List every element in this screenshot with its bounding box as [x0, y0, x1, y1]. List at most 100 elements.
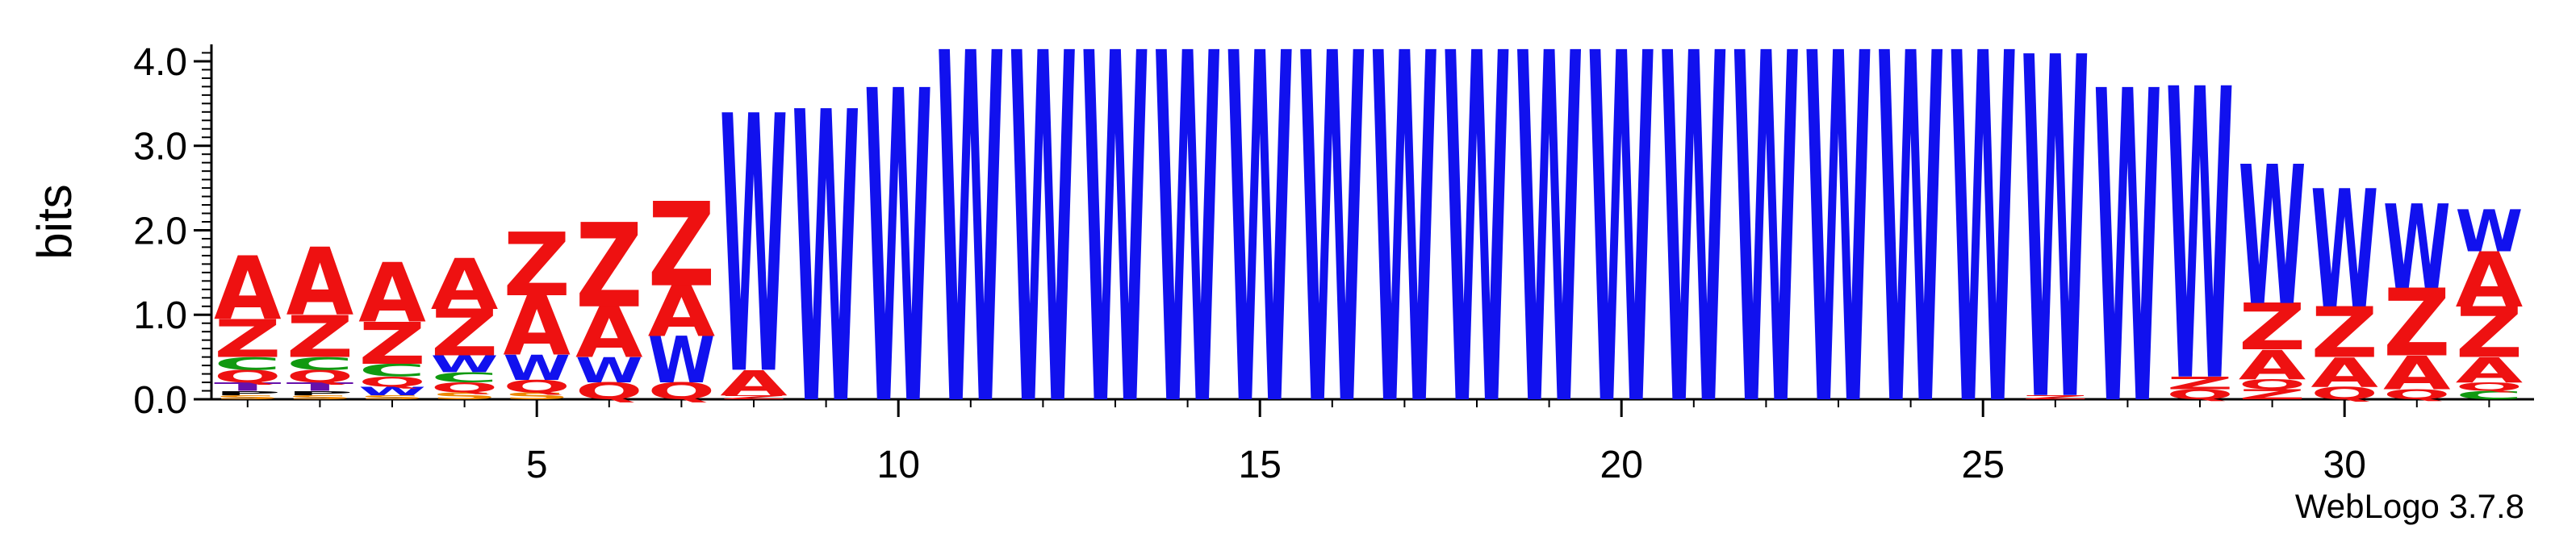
logo-letter-c: C: [214, 354, 282, 374]
logo-letter-z: Z: [2383, 270, 2451, 378]
logo-letter-a: A: [575, 293, 643, 374]
logo-letter-p: P: [286, 390, 354, 396]
logo-letter-p: P: [214, 390, 282, 396]
logo-stacks: SPTQCZASPTQCZASWQCZASQCWZASQWAZQWAZQWAZZ…: [214, 0, 2524, 514]
logo-letter-w: W: [2166, 6, 2234, 471]
logo-letter-w: W: [792, 28, 860, 494]
logo-letter-w: W: [575, 350, 643, 390]
logo-letter-w: W: [1226, 0, 1294, 514]
logo-letter-w: W: [2310, 156, 2378, 344]
logo-letter-w: W: [431, 351, 499, 378]
logo-letter-w: W: [2094, 3, 2162, 501]
logo-letter-z: Z: [2239, 290, 2306, 365]
weblogo-footer: WebLogo 3.7.8: [2295, 487, 2524, 525]
logo-letter-a: A: [2310, 349, 2378, 396]
y-tick-label: 0.0: [133, 379, 187, 422]
logo-letter-z: Z: [214, 309, 282, 369]
logo-letter-t: T: [214, 380, 282, 394]
x-tick-group: 5 10 15 20 25 30: [246, 399, 2490, 486]
x-tick-label: 15: [1239, 444, 1282, 486]
logo-letter-w: W: [1154, 0, 1222, 514]
logo-letter-a: A: [720, 363, 788, 403]
logo-letter-a: A: [214, 240, 282, 340]
logo-letter-w: W: [720, 43, 788, 454]
logo-letter-z: Z: [648, 177, 716, 313]
logo-letter-a: A: [358, 246, 426, 341]
logo-letter-w: W: [358, 384, 426, 398]
logo-letter-a: A: [2456, 236, 2524, 324]
logo-letter-c: C: [2456, 389, 2524, 402]
logo-letter-a: A: [2383, 347, 2451, 400]
logo-letter-w: W: [937, 0, 1005, 514]
logo-letter-z: Z: [2239, 386, 2306, 402]
logo-letter-z: Z: [286, 303, 354, 371]
logo-letter-a: A: [2239, 341, 2306, 388]
logo-letter-w: W: [2383, 181, 2451, 316]
x-tick-label: 30: [2323, 444, 2366, 486]
logo-letter-q: Q: [2383, 386, 2451, 402]
logo-letter-w: W: [1587, 0, 1655, 514]
logo-letter-z: Z: [2310, 293, 2378, 373]
logo-letter-q: Q: [358, 373, 426, 390]
logo-letter-a: A: [648, 272, 716, 353]
logo-letter-q: Q: [2239, 376, 2306, 392]
logo-letter-s: S: [214, 394, 282, 400]
logo-letter-w: W: [1733, 0, 1800, 514]
logo-letter-a: A: [431, 245, 499, 327]
y-tick-label: 3.0: [133, 126, 187, 169]
y-axis-label: bits: [27, 184, 82, 259]
x-tick-label: 10: [877, 444, 920, 486]
logo-letter-z: Z: [575, 198, 643, 334]
logo-letter-w: W: [1949, 0, 2017, 514]
x-tick-label: 20: [1600, 444, 1643, 486]
x-tick-label: 5: [526, 444, 548, 486]
logo-letter-z: Z: [2456, 293, 2524, 373]
logo-letter-a: A: [286, 230, 354, 337]
logo-letter-c: C: [286, 354, 354, 374]
logo-letter-q: Q: [2456, 380, 2524, 394]
logo-letter-q: Q: [286, 366, 354, 386]
logo-letter-q: Q: [2166, 386, 2234, 402]
logo-letter-w: W: [864, 3, 932, 501]
logo-letter-w: W: [1877, 0, 1945, 514]
logo-letter-z: Z: [503, 215, 571, 316]
logo-letter-w: W: [503, 348, 571, 388]
logo-letter-w: W: [648, 324, 716, 398]
logo-letter-w: W: [1804, 0, 1872, 514]
logo-letter-z: Z: [2022, 394, 2089, 400]
axes-group: bits: [27, 44, 2534, 401]
logo-letter-w: W: [1371, 0, 1439, 514]
logo-letter-w: W: [2022, 0, 2089, 506]
logo-letter-q: Q: [575, 378, 643, 405]
logo-letter-c: C: [431, 369, 499, 386]
logo-letter-q: Q: [214, 366, 282, 386]
y-tick-label: 1.0: [133, 294, 187, 337]
y-tick-group: 0.0 1.0 2.0 3.0 4.0: [133, 41, 211, 422]
logo-letter-c: C: [358, 361, 426, 381]
logo-letter-w: W: [1081, 0, 1149, 514]
logo-letter-t: T: [286, 380, 354, 394]
logo-letter-q: Q: [2310, 383, 2378, 403]
logo-letter-q: Q: [648, 378, 716, 405]
logo-letter-w: W: [2239, 127, 2306, 348]
logo-letter-q: Q: [431, 380, 499, 396]
logo-letter-z: Z: [720, 394, 788, 400]
logo-letter-z: Z: [2166, 373, 2234, 393]
logo-letter-w: W: [2456, 199, 2524, 266]
logo-letter-w: W: [1298, 0, 1366, 514]
x-tick-label: 25: [1962, 444, 2005, 486]
y-tick-label: 2.0: [133, 210, 187, 252]
logo-letter-z: Z: [358, 310, 426, 377]
y-tick-label: 4.0: [133, 41, 187, 84]
logo-letter-s: S: [503, 390, 571, 401]
logo-letter-w: W: [1516, 0, 1583, 514]
logo-letter-a: A: [2456, 351, 2524, 391]
logo-letter-w: W: [1660, 0, 1728, 514]
logo-letter-q: Q: [503, 377, 571, 397]
logo-letter-s: S: [358, 394, 426, 400]
logo-letter-s: S: [431, 390, 499, 401]
logo-letter-w: W: [1443, 0, 1511, 514]
logo-letter-a: A: [503, 279, 571, 374]
logo-letter-z: Z: [431, 297, 499, 371]
